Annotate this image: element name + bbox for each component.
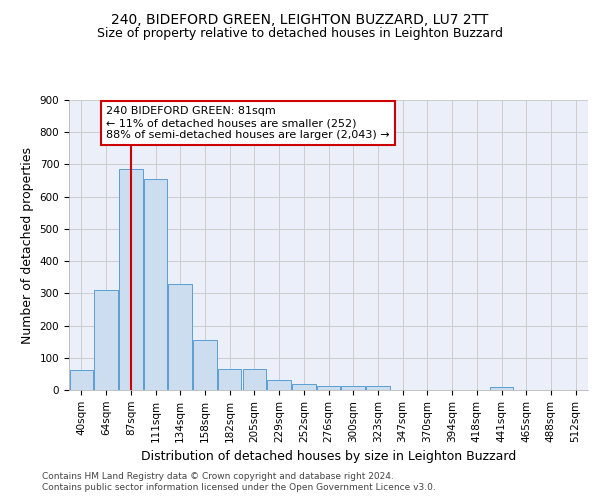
Bar	[193, 340, 217, 390]
Bar	[218, 369, 241, 390]
Bar	[292, 384, 316, 390]
Bar	[268, 380, 291, 390]
Text: Size of property relative to detached houses in Leighton Buzzard: Size of property relative to detached ho…	[97, 28, 503, 40]
X-axis label: Distribution of detached houses by size in Leighton Buzzard: Distribution of detached houses by size …	[141, 450, 516, 463]
Bar	[341, 386, 365, 390]
Text: 240 BIDEFORD GREEN: 81sqm
← 11% of detached houses are smaller (252)
88% of semi: 240 BIDEFORD GREEN: 81sqm ← 11% of detac…	[106, 106, 389, 140]
Bar	[144, 179, 167, 390]
Bar	[242, 369, 266, 390]
Text: 240, BIDEFORD GREEN, LEIGHTON BUZZARD, LU7 2TT: 240, BIDEFORD GREEN, LEIGHTON BUZZARD, L…	[112, 12, 488, 26]
Bar	[169, 284, 192, 390]
Bar	[94, 290, 118, 390]
Y-axis label: Number of detached properties: Number of detached properties	[21, 146, 34, 344]
Bar	[366, 386, 389, 390]
Bar	[317, 386, 340, 390]
Bar	[119, 170, 143, 390]
Bar	[70, 370, 93, 390]
Bar	[490, 387, 513, 390]
Text: Contains public sector information licensed under the Open Government Licence v3: Contains public sector information licen…	[42, 483, 436, 492]
Text: Contains HM Land Registry data © Crown copyright and database right 2024.: Contains HM Land Registry data © Crown c…	[42, 472, 394, 481]
